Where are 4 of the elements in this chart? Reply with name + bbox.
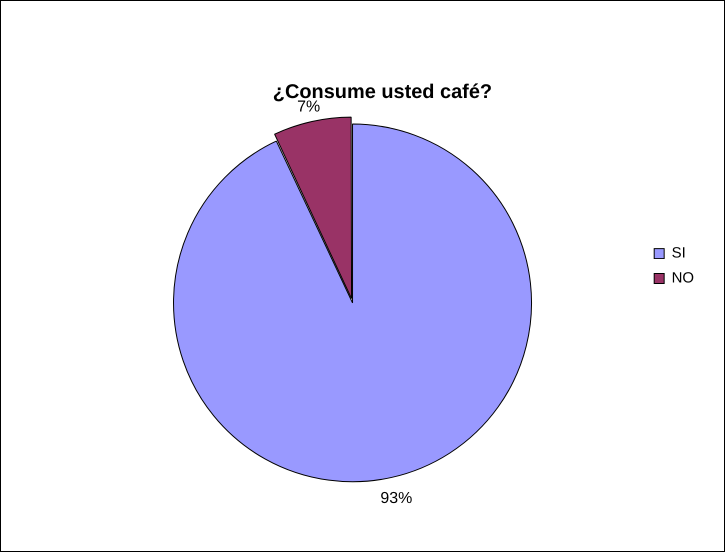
data-label: 93% — [380, 490, 412, 508]
legend-label: SI — [672, 244, 686, 262]
legend-label: NO — [672, 270, 694, 287]
data-label: 7% — [297, 98, 320, 116]
